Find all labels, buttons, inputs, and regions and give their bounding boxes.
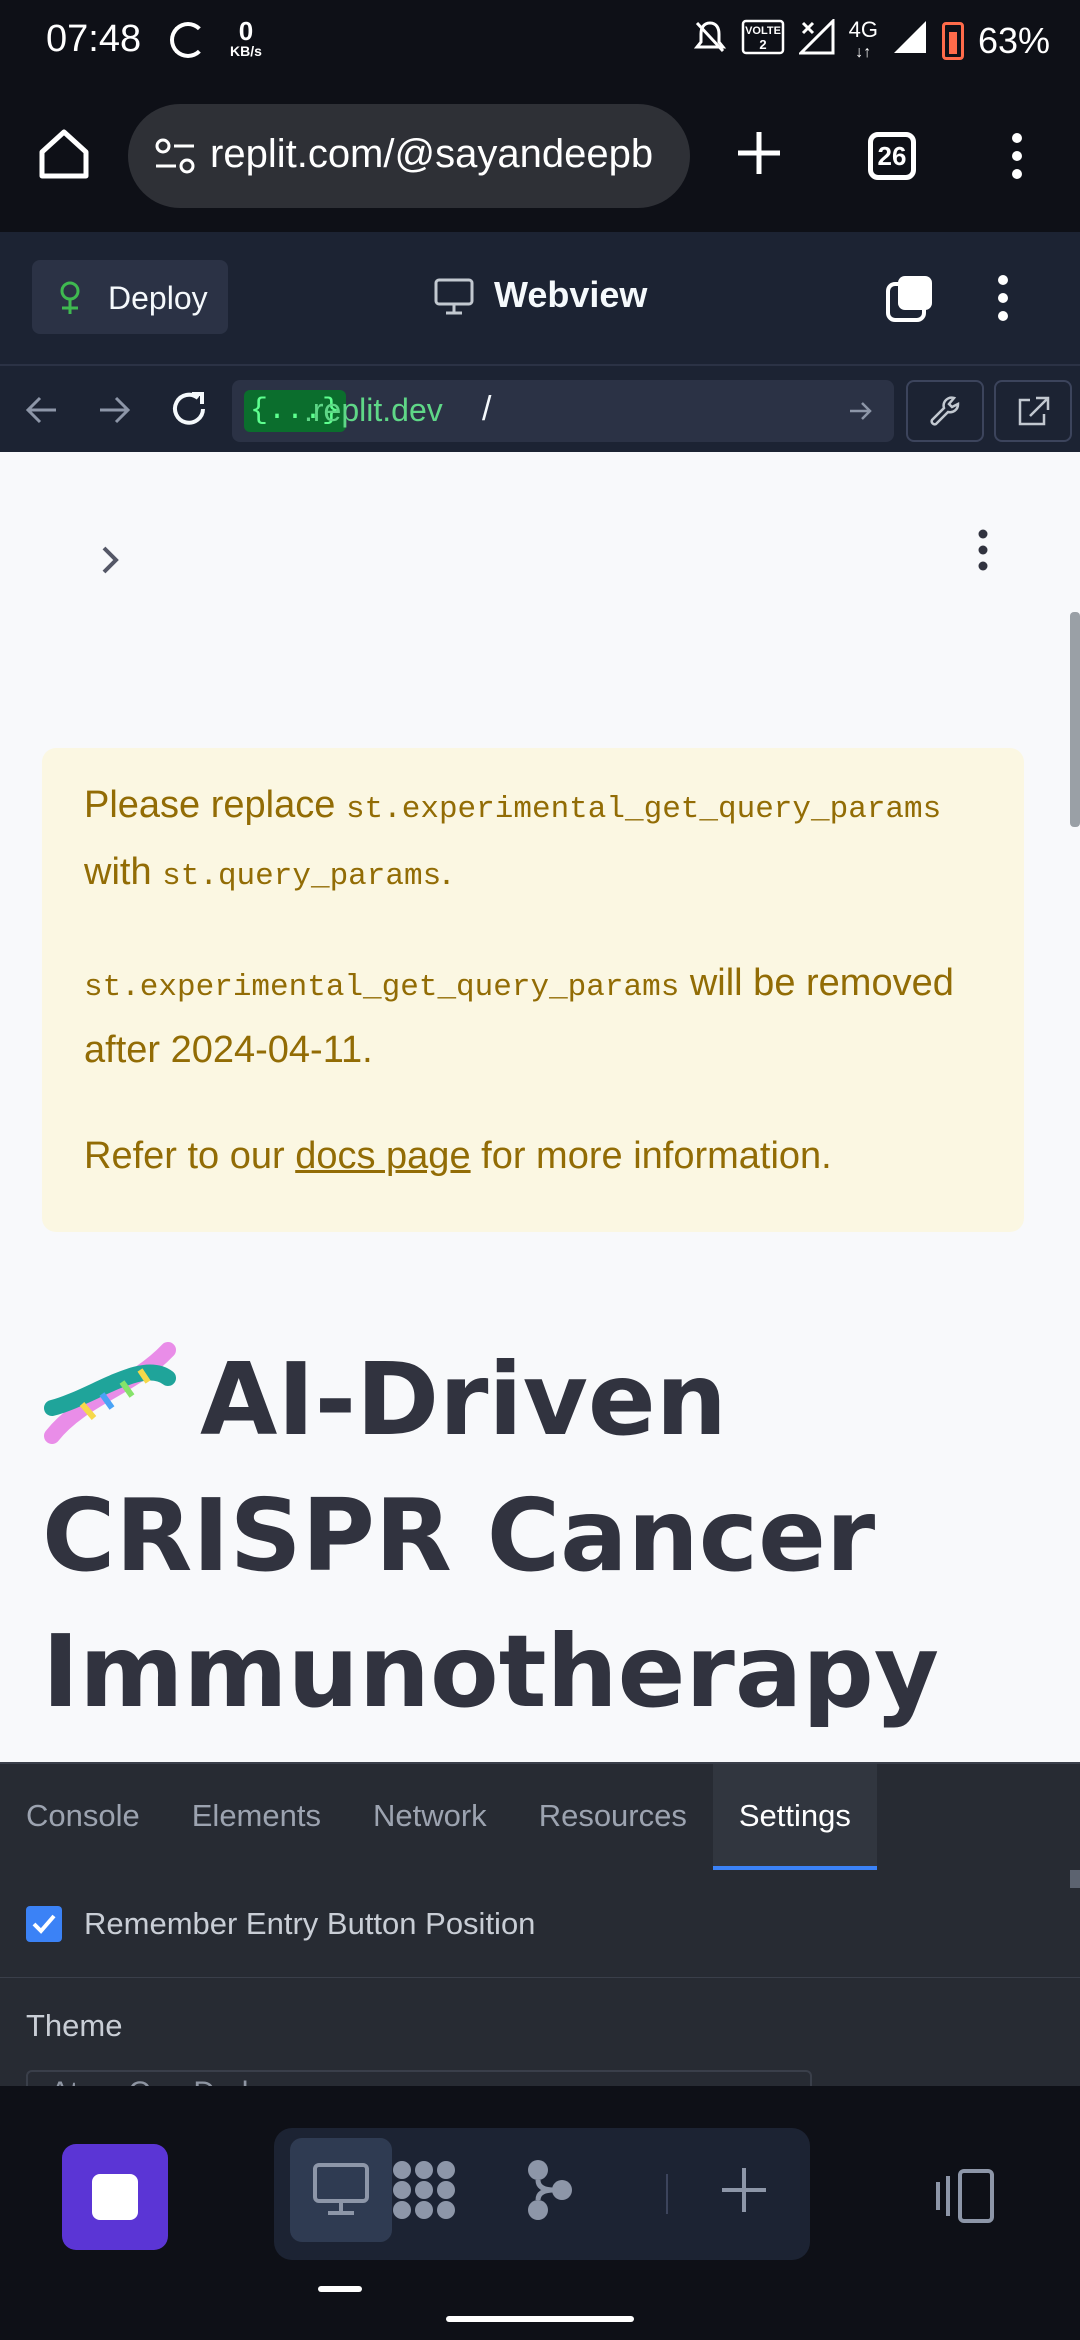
panes-icon[interactable] xyxy=(934,2168,996,2229)
tab-network[interactable]: Network xyxy=(372,1798,487,1833)
home-icon[interactable] xyxy=(36,126,92,187)
remember-position-label: Remember Entry Button Position xyxy=(84,1906,536,1941)
app-menu-icon[interactable] xyxy=(976,528,990,577)
url-prefix-badge: {...} xyxy=(244,390,347,432)
new-window-icon[interactable] xyxy=(884,272,936,329)
webview-tool-button[interactable] xyxy=(290,2138,392,2242)
webview-nav: {...} .replit.dev / xyxy=(0,364,1080,452)
dna-icon xyxy=(42,1338,178,1448)
address-bar[interactable]: replit.com/@sayandeepb xyxy=(128,104,690,208)
theme-label: Theme xyxy=(26,2008,123,2043)
page-title-text: AI-Driven CRISPR Cancer Immunotherapy xyxy=(42,1341,940,1730)
network-speed-value: 0 xyxy=(238,16,254,46)
wrench-icon xyxy=(930,396,962,433)
devtools-scrollbar[interactable] xyxy=(1070,1870,1080,1888)
warning-text: for more information. xyxy=(470,1135,832,1177)
warning-code: st.experimental_get_query_params xyxy=(345,792,942,827)
home-indicator[interactable] xyxy=(446,2316,634,2322)
tab-console[interactable]: Console xyxy=(26,1798,140,1833)
sync-icon xyxy=(170,22,206,58)
deprecation-warning: Please replace st.experimental_get_query… xyxy=(42,748,1024,1232)
warning-paragraph-3: Refer to our docs page for more informat… xyxy=(84,1125,982,1187)
warning-text: . xyxy=(441,851,452,893)
tab-resources[interactable]: Resources xyxy=(538,1798,687,1833)
warning-code: st.experimental_get_query_params xyxy=(84,970,680,1005)
pane-menu-icon[interactable] xyxy=(996,274,1010,327)
webview-url-field[interactable]: {...} .replit.dev / xyxy=(232,380,894,442)
add-tool-button[interactable] xyxy=(692,2138,794,2242)
remember-position-checkbox[interactable] xyxy=(26,1906,62,1942)
go-icon[interactable] xyxy=(848,398,874,429)
theme-select[interactable]: Atom One Dark xyxy=(26,2070,812,2086)
devtools-tabs: Console Elements Network Resources Setti… xyxy=(0,1764,1080,1870)
tools-grid-icon xyxy=(390,2160,458,2225)
tool-group xyxy=(274,2128,810,2260)
active-tool-indicator xyxy=(318,2286,362,2292)
warning-text: Refer to our xyxy=(84,1135,296,1177)
battery-icon xyxy=(941,22,964,60)
browser-toolbar: replit.com/@sayandeepb 26 xyxy=(0,84,1080,232)
mute-icon xyxy=(693,19,727,64)
signal-icon xyxy=(892,19,928,64)
network-type: 4G xyxy=(848,16,878,42)
battery-level: 63% xyxy=(977,20,1050,61)
sidebar-expand-icon[interactable] xyxy=(96,542,124,583)
open-new-tab-button[interactable] xyxy=(994,380,1072,442)
tools-grid-button[interactable] xyxy=(374,2138,476,2242)
address-text: replit.com/@sayandeepb xyxy=(210,132,654,176)
warning-text: Please replace xyxy=(84,784,346,826)
status-time: 07:48 xyxy=(46,18,142,60)
site-settings-icon[interactable] xyxy=(154,136,196,181)
browser-menu-icon[interactable] xyxy=(1010,132,1024,185)
reload-icon[interactable] xyxy=(168,388,210,435)
tab-settings[interactable]: Settings xyxy=(712,1764,877,1870)
new-tab-icon[interactable] xyxy=(736,130,782,181)
tool-divider xyxy=(666,2174,668,2214)
network-speed-unit: KB/s xyxy=(230,43,262,59)
svg-text:2: 2 xyxy=(759,37,766,52)
forward-icon[interactable] xyxy=(96,392,132,433)
webview-title: Webview xyxy=(494,274,648,315)
tab-elements[interactable]: Elements xyxy=(191,1798,321,1833)
webview-content: Please replace st.experimental_get_query… xyxy=(0,452,1080,1762)
stop-button[interactable] xyxy=(62,2144,168,2250)
docs-link[interactable]: docs page xyxy=(295,1135,471,1177)
monitor-icon xyxy=(434,278,474,321)
volte-icon: VOLTE 2 xyxy=(741,19,785,64)
devtools-panel: Console Elements Network Resources Setti… xyxy=(0,1762,1080,2086)
content-scrollbar[interactable] xyxy=(1070,612,1080,827)
url-domain: .replit.dev xyxy=(304,392,443,428)
git-button[interactable] xyxy=(498,2138,600,2242)
deploy-icon xyxy=(54,280,86,324)
branch-icon xyxy=(524,2158,574,2227)
deploy-button[interactable]: Deploy xyxy=(32,260,228,334)
external-link-icon xyxy=(1016,396,1050,433)
warning-text: will be removed after 2024-04-11. xyxy=(84,962,954,1071)
signal-off-icon xyxy=(796,16,835,64)
warning-paragraph-1: Please replace st.experimental_get_query… xyxy=(84,774,982,908)
remember-position-setting[interactable]: Remember Entry Button Position xyxy=(0,1870,1080,1978)
svg-text:VOLTE: VOLTE xyxy=(745,25,781,37)
monitor-icon xyxy=(312,2162,370,2221)
deploy-label: Deploy xyxy=(108,280,208,316)
status-bar: 07:48 0 KB/s VOLTE 2 4G ↓↑ 63% xyxy=(0,0,1080,84)
page-title: AI-Driven CRISPR Cancer Immunotherapy xyxy=(42,1332,1042,1740)
devtools-button[interactable] xyxy=(906,380,984,442)
network-type-icon: 4G ↓↑ xyxy=(848,16,878,61)
warning-text: with xyxy=(84,851,163,893)
replit-bottom-bar xyxy=(0,2086,1080,2340)
warning-paragraph-2: st.experimental_get_query_params will be… xyxy=(84,952,982,1081)
url-path: / xyxy=(482,390,492,428)
tab-switcher-button[interactable]: 26 xyxy=(868,132,916,180)
warning-code: st.query_params xyxy=(162,859,442,894)
network-speed: 0 KB/s xyxy=(224,18,268,58)
back-icon[interactable] xyxy=(24,392,60,433)
theme-select-value: Atom One Dark xyxy=(50,2076,257,2086)
replit-header: Deploy Webview xyxy=(0,232,1080,364)
plus-icon xyxy=(720,2166,768,2219)
